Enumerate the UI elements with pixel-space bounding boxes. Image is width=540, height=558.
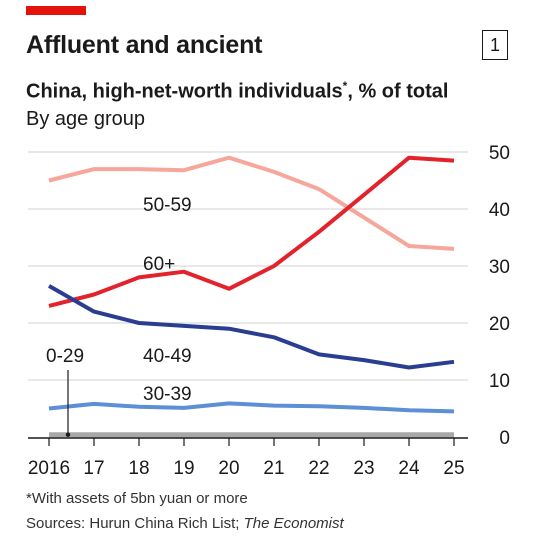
y-tick-label-20: 20	[489, 314, 510, 335]
y-tick-label-10: 10	[489, 371, 510, 392]
series-label-40-49: 40-49	[143, 346, 192, 367]
chart-subtitle: China, high-net-worth individuals*, % of…	[26, 79, 448, 104]
subtitle-footnote-mark: *	[342, 79, 348, 93]
chart-number-badge: 1	[482, 30, 508, 60]
y-tick-label-50: 50	[489, 143, 510, 164]
series-line-40-49	[48, 284, 455, 370]
series-line-60+	[48, 155, 455, 308]
x-tick-label-2021: 21	[263, 458, 284, 479]
series-label-60+: 60+	[143, 254, 175, 275]
series-label-50-59: 50-59	[143, 195, 192, 216]
x-tick-label-2024: 24	[398, 458, 420, 479]
subtitle-tail: , % of total	[347, 80, 449, 103]
leader-dot-0-29	[65, 432, 71, 437]
x-tick-label-2019: 19	[173, 458, 194, 479]
x-tick-label-2017: 17	[83, 458, 104, 479]
subtitle-main: China, high-net-worth individuals	[26, 80, 343, 103]
series-line-50-59	[48, 155, 455, 251]
source-italic: The Economist	[243, 515, 344, 532]
y-tick-label-0: 0	[499, 428, 510, 449]
x-tick-label-2023: 23	[353, 458, 374, 479]
x-tick-label-2025: 25	[443, 458, 464, 479]
line-chart: 0 10 20 30 40 50 2016 17 18 19 20 21 22 23 24 25 50-59 60…	[28, 143, 510, 479]
y-tick-label-30: 30	[489, 257, 510, 278]
series-line-30-39	[48, 401, 455, 414]
x-tick-label-2022: 22	[308, 458, 329, 479]
chart-title: Affluent and ancient	[26, 31, 263, 59]
series-label-0-29: 0-29	[46, 346, 84, 367]
x-tick-label-2020: 20	[218, 458, 239, 479]
chart-subtitle-secondary: By age group	[26, 108, 145, 130]
y-tick-label-40: 40	[489, 200, 510, 221]
x-tick-label-2018: 18	[128, 458, 149, 479]
source-prefix: Sources: Hurun China Rich List;	[26, 515, 244, 532]
series-label-30-39: 30-39	[143, 384, 192, 405]
footnote: *With assets of 5bn yuan or more	[26, 490, 248, 507]
x-tick-label-2016: 2016	[28, 458, 70, 479]
source-note: Sources: Hurun China Rich List; The Econ…	[26, 515, 344, 532]
brand-accent-bar	[26, 6, 86, 15]
